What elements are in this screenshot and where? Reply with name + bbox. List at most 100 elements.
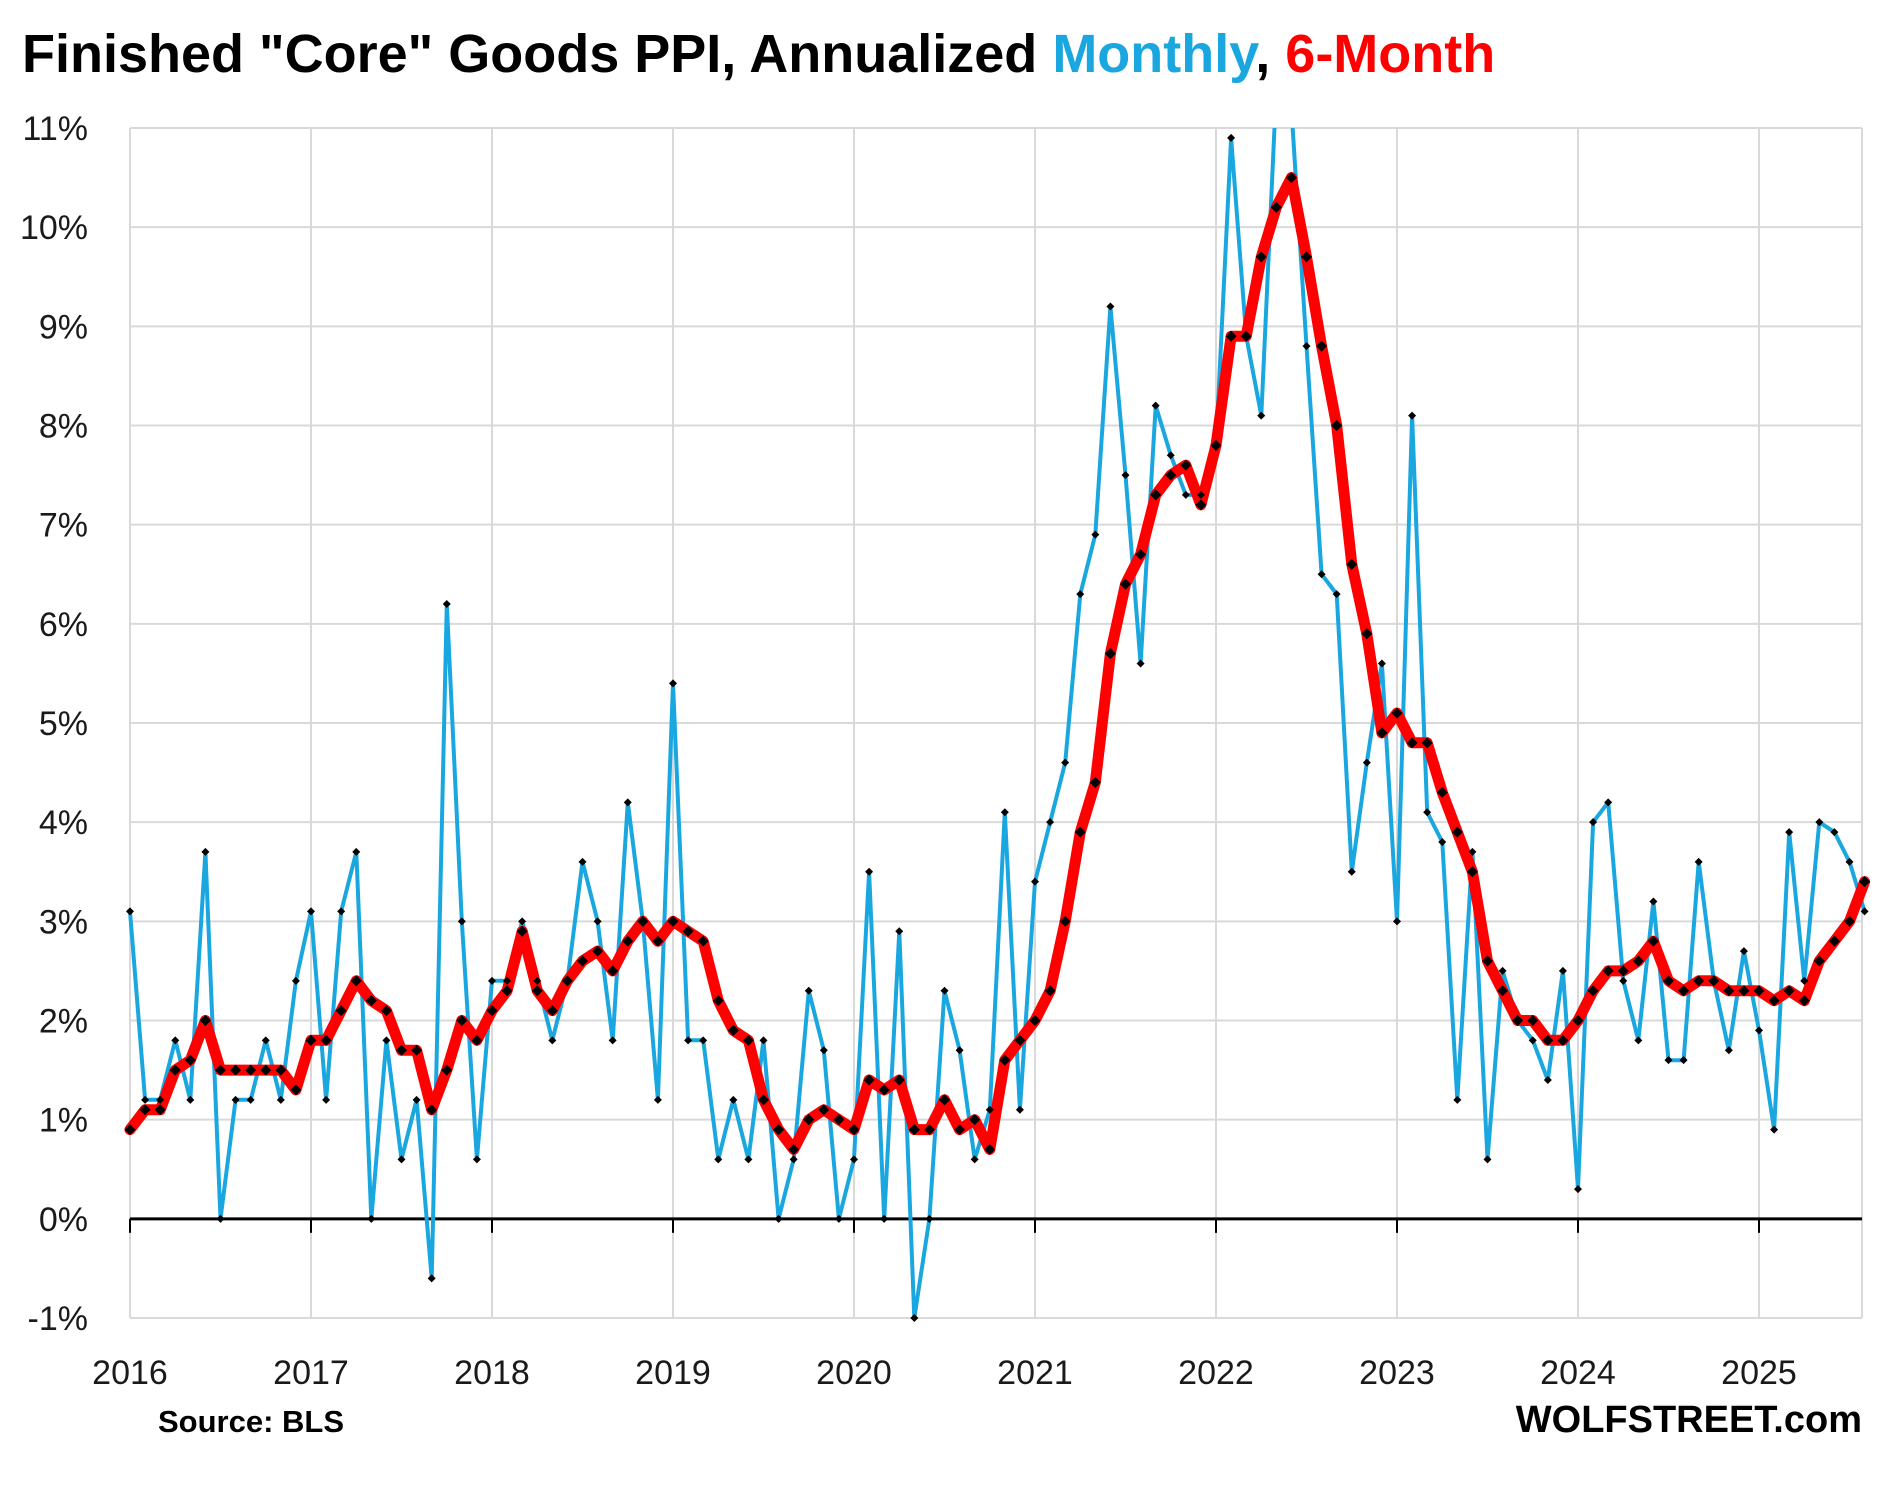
six-month-data-point xyxy=(1195,499,1207,511)
monthly-data-point xyxy=(186,1095,195,1104)
six-month-data-point xyxy=(1104,648,1116,660)
six-month-data-point xyxy=(1029,1015,1041,1026)
six-month-data-point xyxy=(1316,340,1328,352)
six-month-data-point xyxy=(1406,737,1418,749)
six-month-data-point xyxy=(848,1124,860,1136)
monthly-data-point xyxy=(457,917,466,926)
monthly-data-point xyxy=(548,1036,557,1045)
monthly-data-point xyxy=(472,1155,481,1164)
six-month-data-point xyxy=(1572,1015,1584,1026)
six-month-data-point xyxy=(1693,975,1705,987)
monthly-data-point xyxy=(442,600,451,608)
monthly-data-point xyxy=(1061,758,1070,767)
monthly-data-point xyxy=(1543,1076,1552,1084)
y-tick-label: 5% xyxy=(39,705,88,743)
six-month-data-point xyxy=(441,1064,453,1076)
x-tick-label: 2022 xyxy=(1178,1354,1254,1392)
monthly-data-point xyxy=(970,1155,979,1164)
monthly-data-point xyxy=(1558,966,1567,975)
six-month-data-point xyxy=(260,1064,272,1076)
monthly-data-point xyxy=(1604,798,1613,807)
y-tick-label: 6% xyxy=(39,606,88,644)
six-month-data-point xyxy=(456,1015,468,1026)
six-month-data-point xyxy=(1602,965,1614,977)
six-month-data-point xyxy=(335,1005,347,1017)
monthly-data-point xyxy=(1121,471,1130,480)
monthly-data-point xyxy=(1136,659,1145,668)
monthly-data-point xyxy=(865,867,874,876)
monthly-data-point xyxy=(1528,1036,1537,1045)
monthly-data-point xyxy=(1694,857,1703,866)
monthly-data-point xyxy=(488,976,496,985)
six-month-data-point xyxy=(1285,172,1297,184)
monthly-data-point xyxy=(156,1095,165,1104)
monthly-data-point xyxy=(1634,1036,1643,1045)
monthly-data-point xyxy=(880,1214,889,1223)
monthly-data-point xyxy=(1302,342,1311,351)
x-tick-label: 2019 xyxy=(635,1354,711,1392)
six-month-data-point xyxy=(1165,469,1177,481)
monthly-data-point xyxy=(804,986,813,995)
monthly-data-point xyxy=(1860,907,1869,916)
six-month-data-point xyxy=(320,1034,332,1046)
monthly-data-point xyxy=(1000,808,1009,817)
monthly-data-point xyxy=(623,798,632,807)
six-month-data-point xyxy=(1512,1015,1524,1026)
monthly-data-point xyxy=(1619,976,1628,985)
monthly-data-point xyxy=(427,1274,436,1283)
six-month-data-point xyxy=(1527,1015,1539,1026)
six-month-data-point xyxy=(350,975,362,987)
monthly-data-point xyxy=(1408,411,1417,420)
six-month-data-point xyxy=(1587,985,1599,997)
six-month-data-point xyxy=(230,1064,242,1076)
source-note: Source: BLS xyxy=(158,1404,344,1439)
y-tick-label: 7% xyxy=(39,507,88,545)
monthly-data-point xyxy=(955,1046,964,1055)
monthly-data-point xyxy=(714,1155,723,1164)
monthly-data-point xyxy=(1257,411,1266,420)
monthly-data-point xyxy=(1076,590,1085,599)
six-month-data-point xyxy=(1723,985,1735,997)
monthly-data-point xyxy=(789,1155,798,1164)
monthly-data-point xyxy=(925,1214,934,1223)
monthly-data-point xyxy=(1196,490,1205,499)
y-tick-label: 4% xyxy=(39,804,88,842)
monthly-data-point xyxy=(729,1095,738,1104)
six-month-data-point xyxy=(1044,985,1056,997)
six-month-data-point xyxy=(426,1104,438,1116)
monthly-data-point xyxy=(759,1036,768,1045)
monthly-data-point xyxy=(910,1314,919,1322)
chart-title-monthly: Monthly xyxy=(1052,24,1259,84)
chart-title-prefix: Finished "Core" Goods PPI, Annualized xyxy=(22,24,1052,84)
monthly-data-point xyxy=(1438,838,1447,846)
six-month-data-point xyxy=(1436,786,1448,798)
six-month-data-point xyxy=(1301,251,1312,263)
wolfstreet-brand: WOLFSTREET.com xyxy=(1516,1399,1862,1441)
y-tick-label: 1% xyxy=(39,1102,88,1140)
six-month-data-point xyxy=(758,1094,769,1106)
monthly-data-point xyxy=(1181,490,1190,499)
six-month-data-point xyxy=(1617,965,1629,977)
monthly-data-point xyxy=(261,1036,270,1045)
six-month-data-point xyxy=(833,1114,845,1126)
monthly-data-point xyxy=(1106,302,1115,311)
six-month-data-point xyxy=(1391,707,1403,719)
monthly-data-point xyxy=(1770,1125,1779,1134)
monthly-data-point xyxy=(653,1095,662,1104)
six-month-data-point xyxy=(1798,995,1810,1007)
six-month-data-point xyxy=(1331,420,1343,431)
monthly-data-point xyxy=(307,907,315,916)
monthly-data-point xyxy=(699,1036,708,1045)
monthly-data-point xyxy=(1091,530,1100,539)
six-month-data-point xyxy=(1557,1034,1569,1046)
six-month-data-point xyxy=(1632,955,1644,967)
monthly-data-point xyxy=(1815,818,1824,827)
monthly-data-point xyxy=(1015,1105,1024,1114)
six-month-data-point xyxy=(652,935,664,947)
six-month-data-point xyxy=(531,985,543,997)
six-month-data-point xyxy=(1753,985,1765,997)
monthly-data-point xyxy=(1332,590,1341,599)
six-month-data-point xyxy=(803,1114,815,1126)
monthly-data-point xyxy=(1031,877,1039,886)
